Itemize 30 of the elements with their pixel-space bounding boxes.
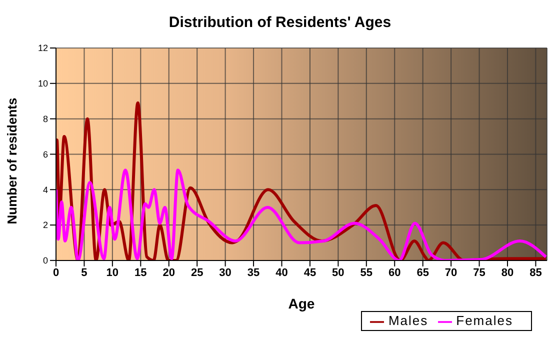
y-tick-label: 12 xyxy=(38,43,48,54)
x-tick-label: 20 xyxy=(162,267,175,280)
x-tick-label: 30 xyxy=(219,267,232,280)
legend-label: Males xyxy=(388,313,428,328)
y-axis-title: Number of residents xyxy=(4,98,20,224)
x-tick-label: 40 xyxy=(276,267,288,280)
y-tick-label: 10 xyxy=(38,78,48,89)
y-tick-label: 4 xyxy=(42,184,48,195)
x-tick-label: 85 xyxy=(530,267,542,280)
x-tick-label: 55 xyxy=(360,267,373,280)
chart-title: Distribution of Residents' Ages xyxy=(168,14,392,31)
x-tick-label: 45 xyxy=(304,267,316,280)
x-tick-label: 80 xyxy=(501,267,514,280)
x-tick-label: 10 xyxy=(106,267,119,280)
x-tick-label: 5 xyxy=(81,267,88,280)
y-tick-label: 2 xyxy=(42,220,48,230)
x-tick-label: 70 xyxy=(444,267,458,280)
legend-label: Females xyxy=(456,313,513,328)
x-tick-label: 25 xyxy=(190,267,204,280)
x-tick-label: 0 xyxy=(52,267,60,280)
x-axis-title: Age xyxy=(288,295,315,312)
y-tick-label: 0 xyxy=(42,256,48,266)
x-tick-label: 75 xyxy=(473,267,486,280)
y-tick-label: 8 xyxy=(42,114,48,124)
x-tick-label: 60 xyxy=(388,267,401,280)
y-tick-label: 6 xyxy=(42,149,48,160)
x-tick-label: 50 xyxy=(332,267,344,280)
x-tick-label: 65 xyxy=(416,267,429,280)
x-tick-label: 35 xyxy=(247,267,260,280)
x-tick-label: 15 xyxy=(134,267,147,280)
